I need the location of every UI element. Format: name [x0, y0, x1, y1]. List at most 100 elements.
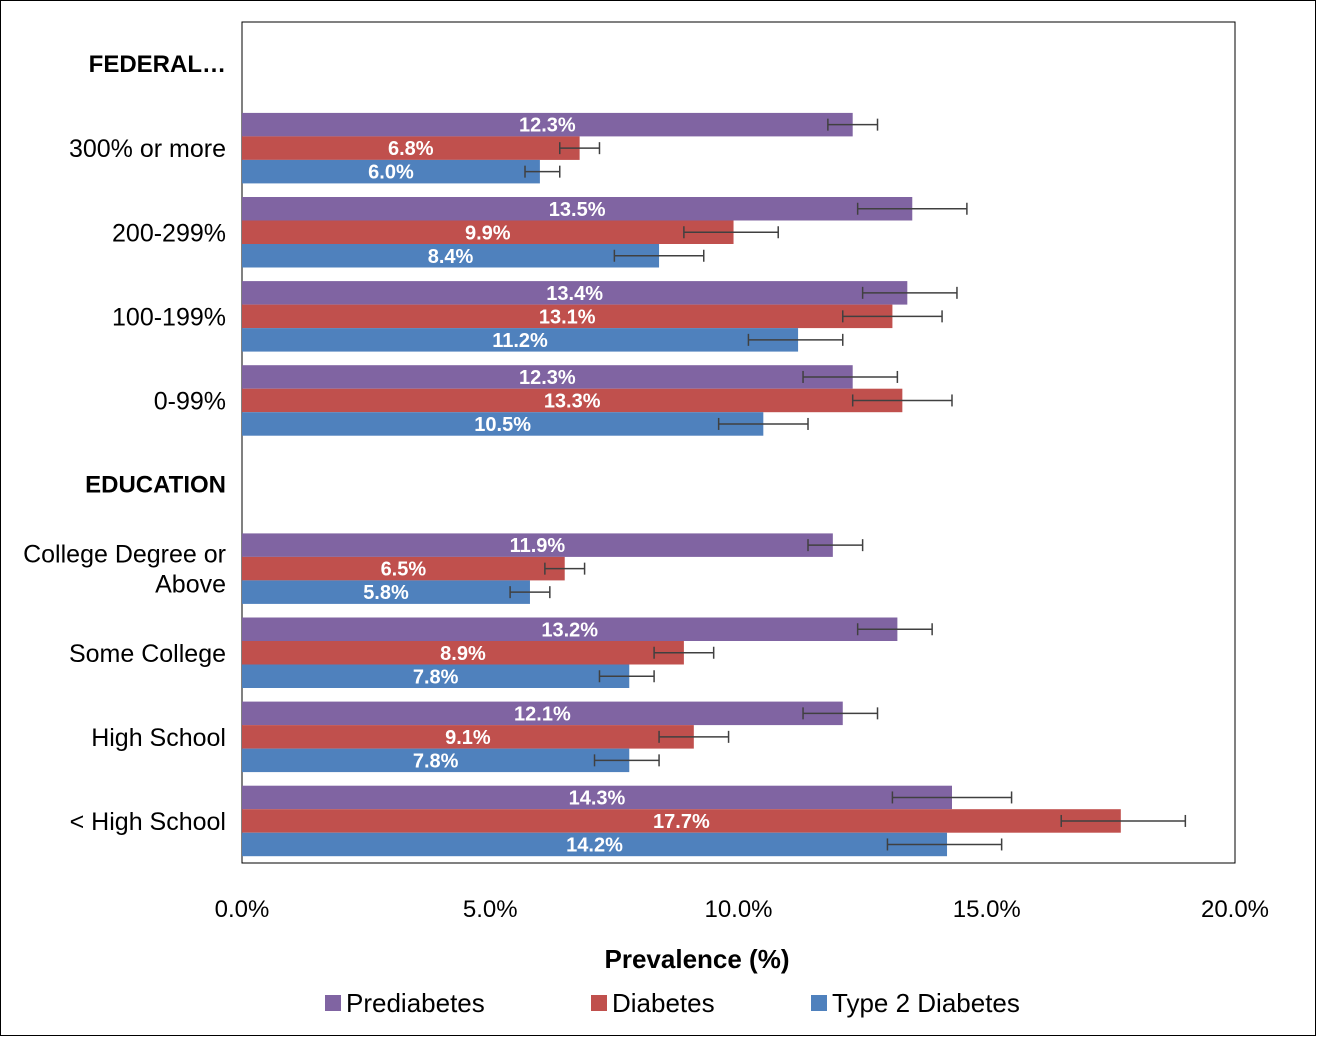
bar-value-label: 13.5% [549, 199, 606, 221]
x-tick-label: 5.0% [463, 896, 518, 923]
error-bar [658, 730, 730, 743]
bar-value-label: 6.8% [388, 138, 434, 160]
error-bar [559, 142, 601, 155]
bar-value-label: 9.9% [465, 222, 511, 244]
legend-swatch [325, 995, 341, 1011]
legend-swatch [811, 995, 827, 1011]
error-bar [653, 646, 715, 659]
bar-value-label: 12.3% [519, 367, 576, 389]
bar-value-label: 10.5% [474, 414, 531, 436]
error-bar [524, 165, 561, 178]
error-bar [851, 394, 953, 407]
category-label: 0-99% [154, 387, 226, 415]
bar-value-label: 5.8% [363, 582, 409, 604]
bar-type-2-diabetes [242, 748, 630, 773]
bar-value-label: 6.5% [381, 559, 427, 581]
bar-value-label: 14.3% [569, 787, 626, 809]
legend: Prediabetes Diabetes Type 2 Diabetes [325, 988, 1020, 1018]
bar-prediabetes [242, 197, 913, 221]
bar-prediabetes [242, 365, 853, 389]
bar-value-label: 17.7% [653, 811, 710, 833]
category-label: 200-299% [112, 219, 226, 247]
plot-area [241, 21, 1236, 864]
error-bar [861, 286, 958, 299]
bar-prediabetes [242, 701, 843, 726]
bar-type-2-diabetes [242, 412, 764, 436]
x-axis-title: Prevalence (%) [605, 944, 790, 974]
error-bar [856, 202, 968, 215]
bar-prediabetes [242, 281, 908, 305]
bar-type-2-diabetes [242, 244, 660, 268]
bar-value-label: 6.0% [368, 162, 414, 184]
error-bar [842, 310, 943, 323]
category-label: < High School [70, 808, 226, 836]
bar-diabetes [242, 304, 893, 329]
error-bar [886, 838, 1003, 851]
x-tick-label: 10.0% [704, 896, 772, 923]
bar-diabetes [242, 136, 580, 160]
category-label: High School [91, 724, 226, 752]
bar-value-label: 9.1% [445, 727, 491, 749]
error-bar [802, 707, 879, 720]
legend-item: Prediabetes [325, 988, 485, 1018]
error-bar [807, 539, 864, 552]
bar-value-label: 13.2% [541, 619, 598, 641]
legend-label: Type 2 Diabetes [832, 988, 1020, 1018]
bar-prediabetes [242, 785, 952, 810]
bar-value-label: 11.9% [510, 535, 566, 557]
error-bar [593, 754, 660, 767]
category-label: 300% or more [69, 135, 226, 163]
error-bar [891, 791, 1013, 804]
bar-value-label: 13.1% [539, 306, 596, 328]
x-tick-label: 15.0% [953, 896, 1021, 923]
bar-type-2-diabetes [242, 832, 948, 857]
legend-label: Diabetes [612, 988, 715, 1018]
x-tick-label: 0.0% [215, 896, 270, 923]
bar-value-label: 12.3% [519, 115, 576, 137]
category-label: College Degree or [23, 541, 226, 569]
bar-diabetes [242, 220, 734, 244]
legend-swatch [591, 995, 607, 1011]
bar-value-label: 7.8% [413, 750, 459, 772]
bar-diabetes [242, 809, 1121, 833]
x-tick-label: 20.0% [1201, 896, 1269, 923]
bar-type-2-diabetes [242, 664, 630, 688]
bar-value-label: 7.8% [413, 666, 459, 688]
bar-value-label: 8.9% [440, 643, 486, 665]
bar-type-2-diabetes [242, 580, 530, 604]
bar-value-label: 14.2% [566, 834, 623, 856]
bar-value-label: 13.4% [546, 283, 603, 305]
category-label: 100-199% [112, 303, 226, 331]
bar-diabetes [242, 556, 565, 581]
error-bar [544, 562, 586, 575]
category-label: Above [155, 571, 226, 599]
bar-diabetes [242, 388, 903, 413]
bar-diabetes [242, 725, 694, 749]
error-bar [613, 249, 705, 262]
error-bar [856, 623, 933, 636]
error-bar [683, 226, 779, 239]
bar-type-2-diabetes [242, 159, 540, 184]
legend-item: Diabetes [591, 988, 715, 1018]
bar-value-label: 8.4% [428, 246, 474, 268]
error-bar [509, 586, 551, 599]
bar-diabetes [242, 641, 684, 665]
legend-item: Type 2 Diabetes [811, 988, 1020, 1018]
bar-value-label: 13.3% [544, 390, 601, 412]
legend-label: Prediabetes [346, 988, 485, 1018]
bar-prediabetes [242, 533, 833, 557]
bar-value-label: 12.1% [514, 703, 571, 725]
bar-type-2-diabetes [242, 328, 799, 352]
error-bar [747, 333, 844, 346]
bar-prediabetes [242, 112, 853, 137]
error-bar [827, 118, 879, 131]
error-bar [802, 370, 899, 383]
section-label: EDUCATION [85, 472, 226, 499]
bar-prediabetes [242, 617, 898, 641]
error-bar [1060, 814, 1187, 827]
section-label: FEDERAL… [89, 51, 226, 78]
bar-value-label: 11.2% [492, 330, 548, 352]
category-label: Some College [69, 640, 226, 668]
